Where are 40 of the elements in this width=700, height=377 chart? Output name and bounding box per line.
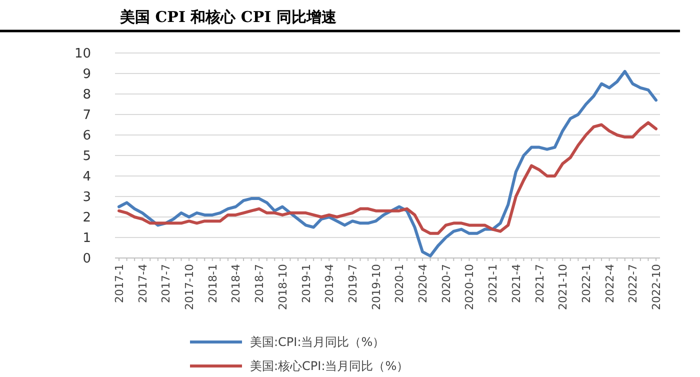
y-tick-label: 6 xyxy=(82,128,91,144)
y-tick-label: 7 xyxy=(82,108,91,124)
x-tick-label: 2017-1 xyxy=(113,264,126,303)
legend-label: 美国:核心CPI:当月同比（%） xyxy=(250,359,409,374)
x-tick-label: 2022-1 xyxy=(580,264,593,303)
x-tick-label: 2019-7 xyxy=(346,264,360,303)
x-tick-label: 2017-4 xyxy=(136,264,150,303)
x-tick-label: 2017-7 xyxy=(160,264,173,303)
y-tick-label: 10 xyxy=(74,46,91,62)
x-tick-label: 2018-10 xyxy=(276,264,290,310)
x-tick-label: 2020-1 xyxy=(393,264,406,303)
x-tick-label: 2020-4 xyxy=(416,264,430,303)
y-tick-label: 3 xyxy=(82,190,91,206)
x-tick-label: 2021-1 xyxy=(486,264,500,303)
x-tick-label: 2018-7 xyxy=(253,264,266,303)
x-tick-label: 2019-4 xyxy=(323,264,336,303)
x-tick-label: 2022-4 xyxy=(603,264,616,303)
y-tick-label: 4 xyxy=(82,170,91,185)
x-tick-label: 2018-1 xyxy=(206,264,220,303)
x-tick-label: 2022-7 xyxy=(626,264,640,303)
chart-title: 美国 CPI 和核心 CPI 同比增速 xyxy=(119,8,338,26)
x-tick-label: 2021-4 xyxy=(510,264,523,303)
x-tick-label: 2019-1 xyxy=(300,264,313,303)
y-tick-label: 5 xyxy=(82,149,91,164)
y-tick-label: 2 xyxy=(82,210,91,226)
y-tick-label: 1 xyxy=(82,231,91,246)
legend-label: 美国:CPI:当月同比（%） xyxy=(250,335,385,350)
x-tick-label: 2017-10 xyxy=(183,264,196,310)
x-tick-label: 2020-7 xyxy=(440,264,453,303)
line-series xyxy=(118,121,658,235)
line-series xyxy=(118,70,658,258)
y-tick-label: 9 xyxy=(82,67,91,82)
x-tick-label: 2021-7 xyxy=(533,264,546,303)
y-tick-label: 0 xyxy=(82,252,91,267)
x-tick-label: 2022-10 xyxy=(650,264,663,310)
x-tick-label: 2019-10 xyxy=(370,264,383,310)
x-tick-label: 2021-10 xyxy=(556,264,570,310)
x-tick-label: 2018-4 xyxy=(230,264,243,303)
y-tick-label: 8 xyxy=(82,88,91,103)
x-tick-label: 2020-10 xyxy=(463,264,476,310)
